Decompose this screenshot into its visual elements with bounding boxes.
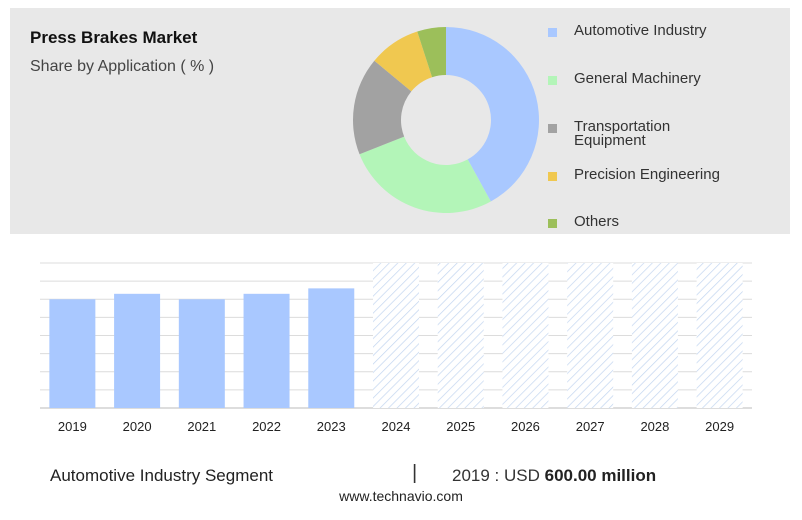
source-link[interactable]: www.technavio.com	[339, 488, 463, 504]
legend-label-line: Others	[574, 213, 620, 230]
legend-swatch	[548, 172, 557, 181]
donut-slice-automotive	[446, 27, 539, 202]
chart-title: Press Brakes Market	[30, 28, 198, 47]
bar-2022	[243, 293, 290, 408]
legend-label: Others	[574, 213, 774, 230]
x-tick-label: 2021	[187, 419, 216, 434]
legend-label: General Machinery	[574, 70, 774, 87]
footer: Automotive Industry Segment | 2019 : USD…	[0, 458, 802, 498]
legend-label: Automotive Industry	[574, 22, 774, 39]
x-tick-label: 2028	[640, 419, 669, 434]
value-amount: 600.00 million	[544, 466, 657, 485]
legend-label-line: Precision Engineering	[574, 166, 720, 183]
forecast-bar-2028	[631, 263, 678, 408]
forecast-bar-2027	[567, 263, 614, 408]
legend-swatch	[548, 76, 557, 85]
legend-label: Transportation Equipment	[574, 118, 774, 149]
x-tick-label: 2026	[511, 419, 540, 434]
x-tick-label: 2019	[58, 419, 87, 434]
forecast-bar-2025	[437, 263, 484, 408]
bar-chart: 2019 2020 2021 2022 2023 2024 2025 2026 2027 2028…	[40, 262, 752, 434]
donut-slice-others	[417, 27, 446, 78]
bar-2019	[49, 299, 96, 408]
segment-value: 2019 : USD 600.00 million	[452, 466, 656, 486]
legend-label-line: Transportation	[574, 118, 671, 135]
donut-slice-general-machinery	[359, 136, 491, 213]
x-tick-label: 2023	[317, 419, 346, 434]
x-tick-label: 2024	[382, 419, 411, 434]
bar-2023	[308, 288, 355, 408]
chart-subtitle: Share by Application ( % )	[30, 58, 215, 75]
forecast-bar-2029	[696, 263, 743, 408]
donut-slice-transportation	[352, 60, 412, 155]
legend-swatch	[548, 28, 557, 37]
forecast-bar-2024	[373, 263, 419, 408]
x-tick-label: 2029	[705, 419, 734, 434]
forecast-bar-2026	[502, 263, 549, 408]
x-tick-label: 2020	[123, 419, 152, 434]
legend-swatch	[548, 219, 557, 228]
legend-label-line: General Machinery	[574, 70, 701, 87]
bar-2021	[178, 299, 225, 408]
donut-chart	[352, 27, 539, 213]
legend-swatch	[548, 124, 557, 133]
x-tick-label: 2027	[576, 419, 605, 434]
donut-slice-precision	[374, 31, 433, 92]
legend-label: Precision Engineering	[574, 166, 774, 183]
x-tick-label: 2022	[252, 419, 281, 434]
bar-2020	[114, 293, 161, 408]
footer-separator: |	[412, 462, 418, 484]
legend-label-line: Automotive Industry	[574, 22, 707, 39]
value-prefix: 2019 : USD	[452, 466, 540, 485]
x-tick-label: 2025	[446, 419, 475, 434]
legend-label-line: Equipment	[574, 132, 646, 149]
segment-label: Automotive Industry Segment	[50, 466, 274, 485]
